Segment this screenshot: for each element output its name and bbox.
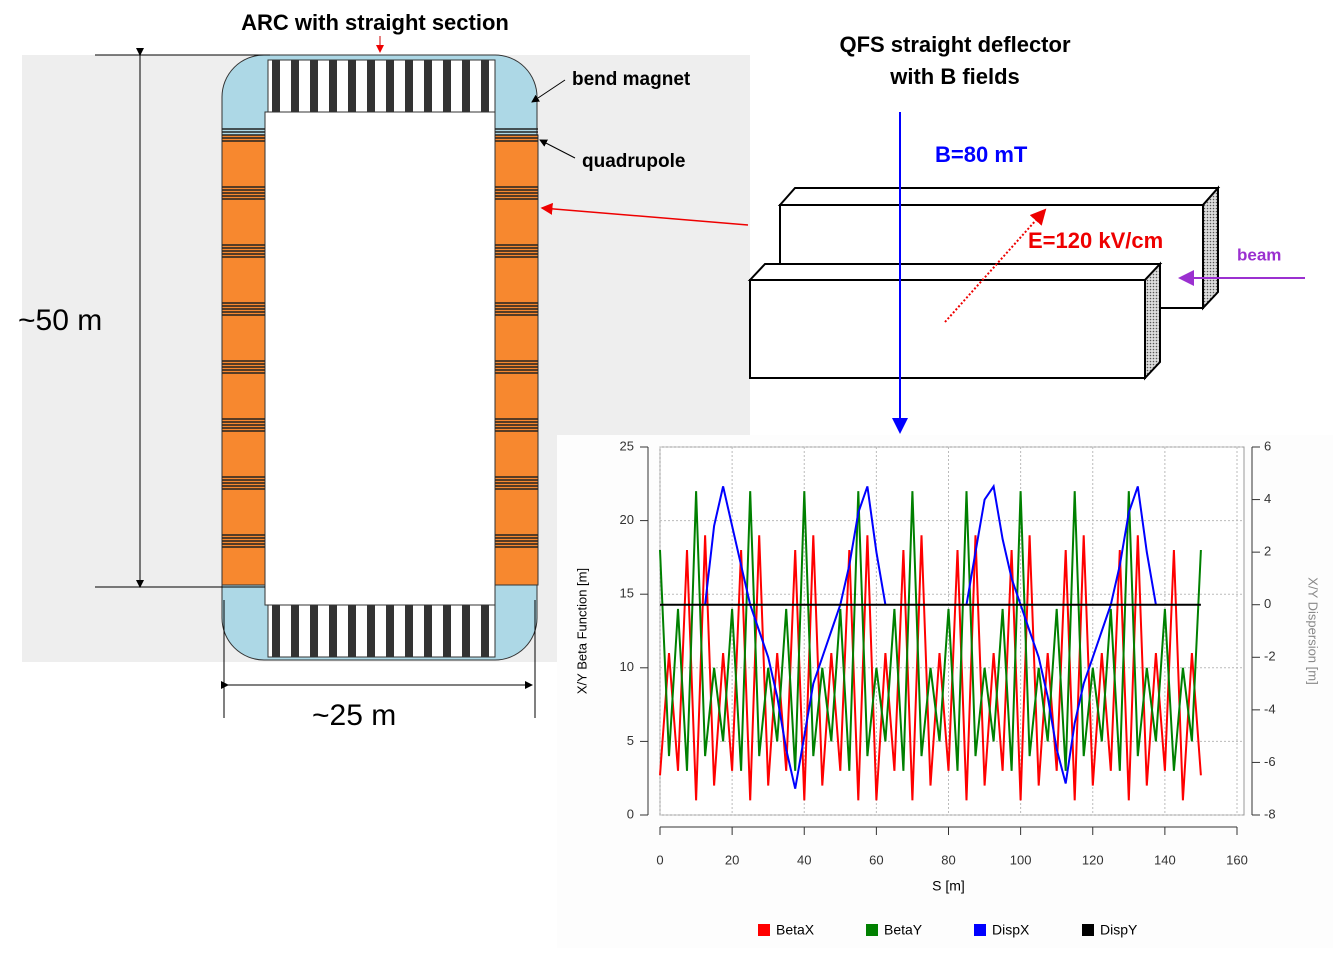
y-tick-label: 5 <box>627 733 634 748</box>
bend-stripe <box>462 605 470 657</box>
y-tick-label: 10 <box>620 659 634 674</box>
plate <box>749 279 1146 379</box>
legend-swatch <box>1082 924 1094 936</box>
bend-stripe <box>405 605 413 657</box>
arrow <box>540 202 749 226</box>
legend-swatch <box>758 924 770 936</box>
x-axis-label: S [m] <box>932 878 965 894</box>
y2-tick-label: -8 <box>1264 806 1276 821</box>
legend-label: DispY <box>1100 922 1138 938</box>
bend-stripe <box>329 60 337 112</box>
bend-stripe <box>291 60 299 112</box>
quadrupole-section <box>221 134 266 586</box>
bend-stripe <box>367 605 375 657</box>
x-tick-label: 160 <box>1226 852 1248 867</box>
legend-label: DispX <box>992 922 1030 938</box>
deflector-title: with B fields <box>889 64 1020 89</box>
bend-stripe <box>481 60 489 112</box>
quadrupole-section <box>494 134 539 586</box>
bend-stripe <box>348 60 356 112</box>
y2-tick-label: 4 <box>1264 491 1271 506</box>
bend-stripe <box>272 60 280 112</box>
bend-stripe <box>424 60 432 112</box>
series-line <box>659 491 1202 771</box>
straight-section <box>267 59 496 113</box>
bend-stripe <box>310 60 318 112</box>
x-tick-label: 140 <box>1154 852 1176 867</box>
series-line <box>659 535 1202 801</box>
arrow <box>539 139 576 159</box>
bend-label: bend magnet <box>572 69 691 90</box>
x-tick-label: 20 <box>725 852 739 867</box>
bend-stripe <box>443 60 451 112</box>
x-tick-label: 80 <box>941 852 955 867</box>
bend-stripe <box>462 60 470 112</box>
bend-stripe <box>443 605 451 657</box>
ring-inner <box>264 111 496 606</box>
bend-stripe <box>367 60 375 112</box>
y2-tick-label: 2 <box>1264 544 1271 559</box>
quad-label: quadrupole <box>582 151 685 172</box>
legend-label: BetaY <box>884 922 923 938</box>
series-line <box>704 483 1157 789</box>
plate-side <box>1202 185 1219 311</box>
bend-stripe <box>272 605 280 657</box>
bend-stripe <box>424 605 432 657</box>
y-tick-label: 0 <box>627 806 634 821</box>
x-tick-label: 100 <box>1010 852 1032 867</box>
legend-swatch <box>974 924 986 936</box>
y-tick-label: 20 <box>620 512 634 527</box>
y2-tick-label: -6 <box>1264 754 1276 769</box>
y2-tick-label: -2 <box>1264 649 1276 664</box>
height-label: ~50 m <box>18 304 102 337</box>
bend-stripe <box>329 605 337 657</box>
x-tick-label: 60 <box>869 852 883 867</box>
b-field: B=80 mT <box>935 142 1028 167</box>
arrow <box>531 79 566 103</box>
y2-axis-label: X/Y Dispersion [m] <box>1306 577 1321 684</box>
bend-stripe <box>291 605 299 657</box>
bend-stripe <box>481 605 489 657</box>
y2-tick-label: 6 <box>1264 438 1271 453</box>
beam-label: beam <box>1237 245 1281 264</box>
x-tick-label: 120 <box>1082 852 1104 867</box>
e-field-arrow <box>944 208 1047 323</box>
bend-stripe <box>386 60 394 112</box>
straight-section <box>267 604 496 658</box>
legend-swatch <box>866 924 878 936</box>
y-tick-label: 25 <box>620 438 634 453</box>
ring <box>221 54 539 661</box>
plate-top <box>747 263 1163 281</box>
plate-top <box>777 187 1221 206</box>
width-label: ~25 m <box>312 699 396 732</box>
e-field: E=120 kV/cm <box>1028 228 1163 253</box>
bend-stripe <box>310 605 318 657</box>
bend-stripe <box>348 605 356 657</box>
bend-stripe <box>386 605 394 657</box>
plot-area <box>659 446 1245 816</box>
plate-side <box>1144 261 1161 381</box>
x-tick-label: 0 <box>656 852 663 867</box>
chart: 0 20 40 60 80 100 120 140 160 0 5 10 15 20 25 -8 -6 -4 -2 0… <box>574 438 1320 937</box>
legend-label: BetaX <box>776 922 815 938</box>
deflector-title: QFS straight deflector <box>839 32 1070 57</box>
x-tick-label: 40 <box>797 852 811 867</box>
y2-tick-label: -4 <box>1264 701 1276 716</box>
y2-tick-label: 0 <box>1264 596 1271 611</box>
bend-stripe <box>405 60 413 112</box>
ring-title: ARC with straight section <box>241 10 509 35</box>
y-tick-label: 15 <box>620 586 634 601</box>
y-axis-label: X/Y Beta Function [m] <box>574 568 589 694</box>
